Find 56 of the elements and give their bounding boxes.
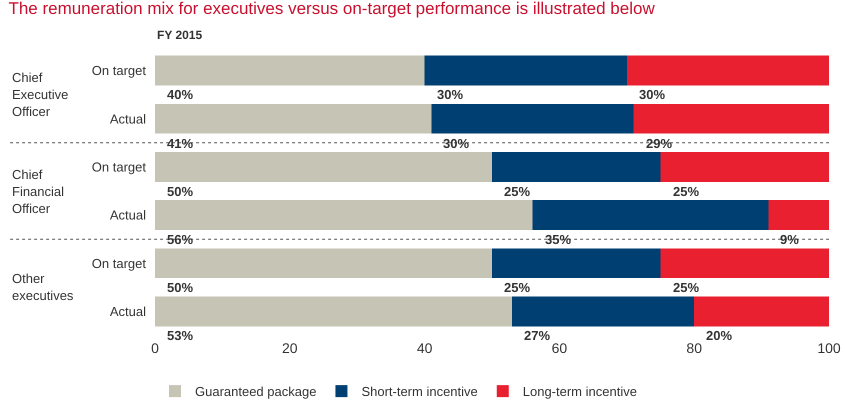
bar [492,152,660,182]
x-tick-label: 100 [817,340,841,356]
data-label: 41% [167,136,194,151]
bar [634,104,829,134]
x-tick-label: 40 [416,340,433,356]
text: Chief Financial Officer [12,167,64,216]
data-label: 25% [504,280,530,295]
data-label: 25% [673,184,700,199]
y-tick-label: On target [92,63,146,78]
bar [492,248,660,278]
chart-title: The remuneration mix for executives versus on-target performance is illustrated below [8,0,656,18]
bar [431,104,634,134]
data-label: 30% [443,136,470,151]
chart-subtitle: FY 2015 [157,28,202,42]
data-label: 25% [673,280,700,295]
data-label: 20% [706,328,732,343]
bar [512,296,694,326]
bar [660,152,829,182]
bar [694,296,829,326]
data-label: 35% [545,232,572,247]
data-label: 25% [504,184,530,199]
data-label: 9% [780,232,800,247]
bar [155,152,492,182]
data-label: 30% [639,87,666,102]
legend-label: Guaranteed package [195,384,316,400]
y-tick-label: On target [92,159,146,174]
legend-label: Short-term incentive [361,384,478,400]
x-tick-label: 20 [282,340,298,356]
data-label: 50% [167,280,194,295]
x-tick-label: 60 [552,340,568,356]
bar [532,200,768,230]
data-label: 29% [646,136,672,151]
data-label: 53% [167,328,194,343]
bar [768,200,829,230]
y-tick-label: Actual [110,208,146,223]
x-tick-label: 0 [151,340,160,356]
bar [155,248,492,278]
data-label: 56% [167,232,194,247]
data-label: 50% [167,184,194,199]
bar [155,56,425,86]
legend-label: Long-term incentive [522,384,637,400]
bar [155,296,512,326]
bar [660,248,829,278]
y-tick-label: Actual [110,304,146,320]
text: Other executives [12,271,74,303]
data-label: 27% [524,328,550,343]
data-label: 30% [437,87,464,102]
bar [155,104,432,134]
data-label: 40% [167,87,194,102]
y-tick-label: Actual [110,111,146,126]
bar [155,200,532,230]
y-tick-label: On target [92,256,146,271]
text: Chief Executive Officer [12,70,68,119]
x-tick-label: 80 [686,340,702,356]
bar [424,56,627,86]
bar [626,56,829,86]
